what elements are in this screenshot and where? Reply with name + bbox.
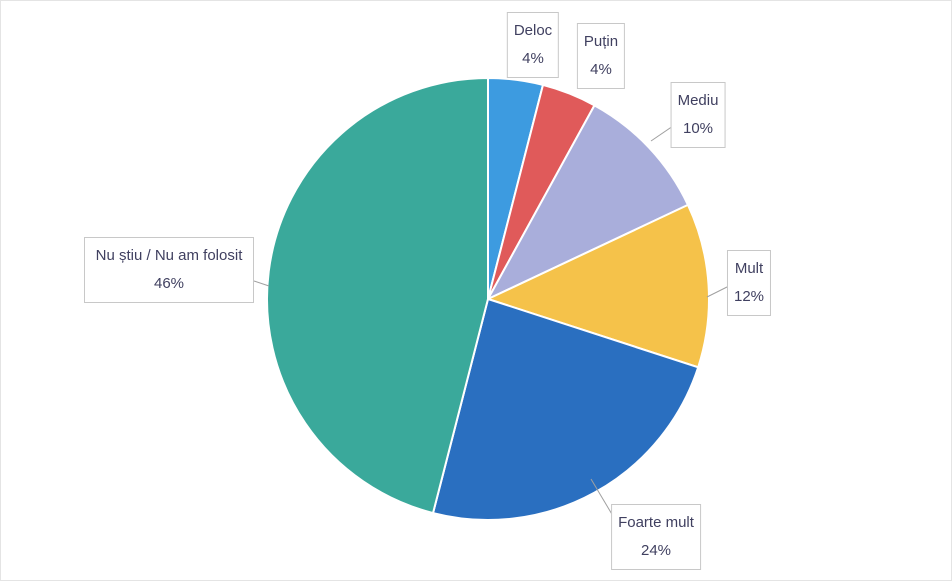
slice-value: 4% [522,50,544,67]
leader-line [706,285,730,298]
leader-line [650,125,674,142]
data-label: Puțin 4% [576,23,626,89]
data-label: Mult 12% [726,250,772,316]
slice-name: Mediu [677,92,719,109]
leader-line [253,280,270,287]
slice-name: Puțin [583,33,619,50]
data-label: Nu știu / Nu am folosit 46% [84,237,254,303]
leader-line [590,478,614,517]
pie-slice [431,297,700,521]
data-label: Mediu 10% [670,82,726,148]
data-label: Foarte mult 24% [611,504,701,570]
slice-name: Foarte mult [618,514,694,531]
slice-value: 12% [733,288,765,305]
pie-slice [485,103,690,302]
slice-value: 10% [682,120,714,137]
slice-name: Nu știu / Nu am folosit [95,247,243,264]
pie-slice [485,203,710,369]
slice-value: 24% [640,542,672,559]
pie-slice [266,76,489,515]
slice-name: Mult [734,260,764,277]
data-label: Deloc 4% [506,12,560,78]
slice-value: 4% [590,61,612,78]
slice-value: 46% [153,275,185,292]
slice-name: Deloc [513,22,553,39]
